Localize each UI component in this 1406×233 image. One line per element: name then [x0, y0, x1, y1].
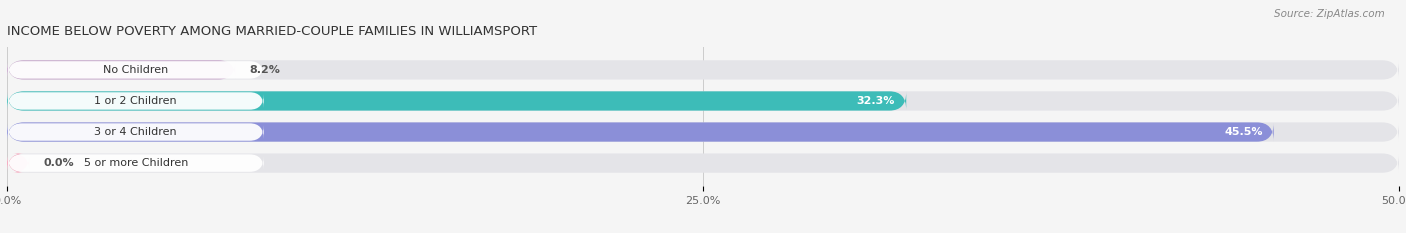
Text: No Children: No Children — [103, 65, 169, 75]
Text: INCOME BELOW POVERTY AMONG MARRIED-COUPLE FAMILIES IN WILLIAMSPORT: INCOME BELOW POVERTY AMONG MARRIED-COUPL… — [7, 25, 537, 38]
FancyBboxPatch shape — [7, 91, 1399, 111]
Text: 5 or more Children: 5 or more Children — [83, 158, 188, 168]
Text: Source: ZipAtlas.com: Source: ZipAtlas.com — [1274, 9, 1385, 19]
Text: 3 or 4 Children: 3 or 4 Children — [94, 127, 177, 137]
FancyBboxPatch shape — [8, 123, 264, 141]
FancyBboxPatch shape — [7, 154, 30, 173]
FancyBboxPatch shape — [7, 154, 1399, 173]
Text: 8.2%: 8.2% — [249, 65, 280, 75]
Text: 0.0%: 0.0% — [44, 158, 75, 168]
Text: 45.5%: 45.5% — [1225, 127, 1263, 137]
FancyBboxPatch shape — [8, 154, 264, 172]
FancyBboxPatch shape — [8, 92, 264, 110]
FancyBboxPatch shape — [7, 91, 907, 111]
FancyBboxPatch shape — [7, 60, 1399, 79]
Text: 32.3%: 32.3% — [856, 96, 896, 106]
FancyBboxPatch shape — [7, 122, 1274, 142]
Text: 1 or 2 Children: 1 or 2 Children — [94, 96, 177, 106]
FancyBboxPatch shape — [7, 60, 235, 79]
FancyBboxPatch shape — [8, 61, 264, 79]
FancyBboxPatch shape — [7, 122, 1399, 142]
